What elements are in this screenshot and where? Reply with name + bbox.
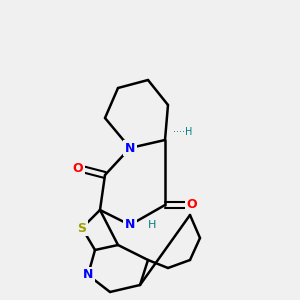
Text: N: N [83,268,93,281]
Text: O: O [73,161,83,175]
Text: O: O [187,199,197,212]
Text: S: S [77,221,86,235]
Text: N: N [125,142,135,154]
Text: H: H [148,220,156,230]
Text: N: N [125,218,135,232]
Text: ····H: ····H [173,127,192,137]
